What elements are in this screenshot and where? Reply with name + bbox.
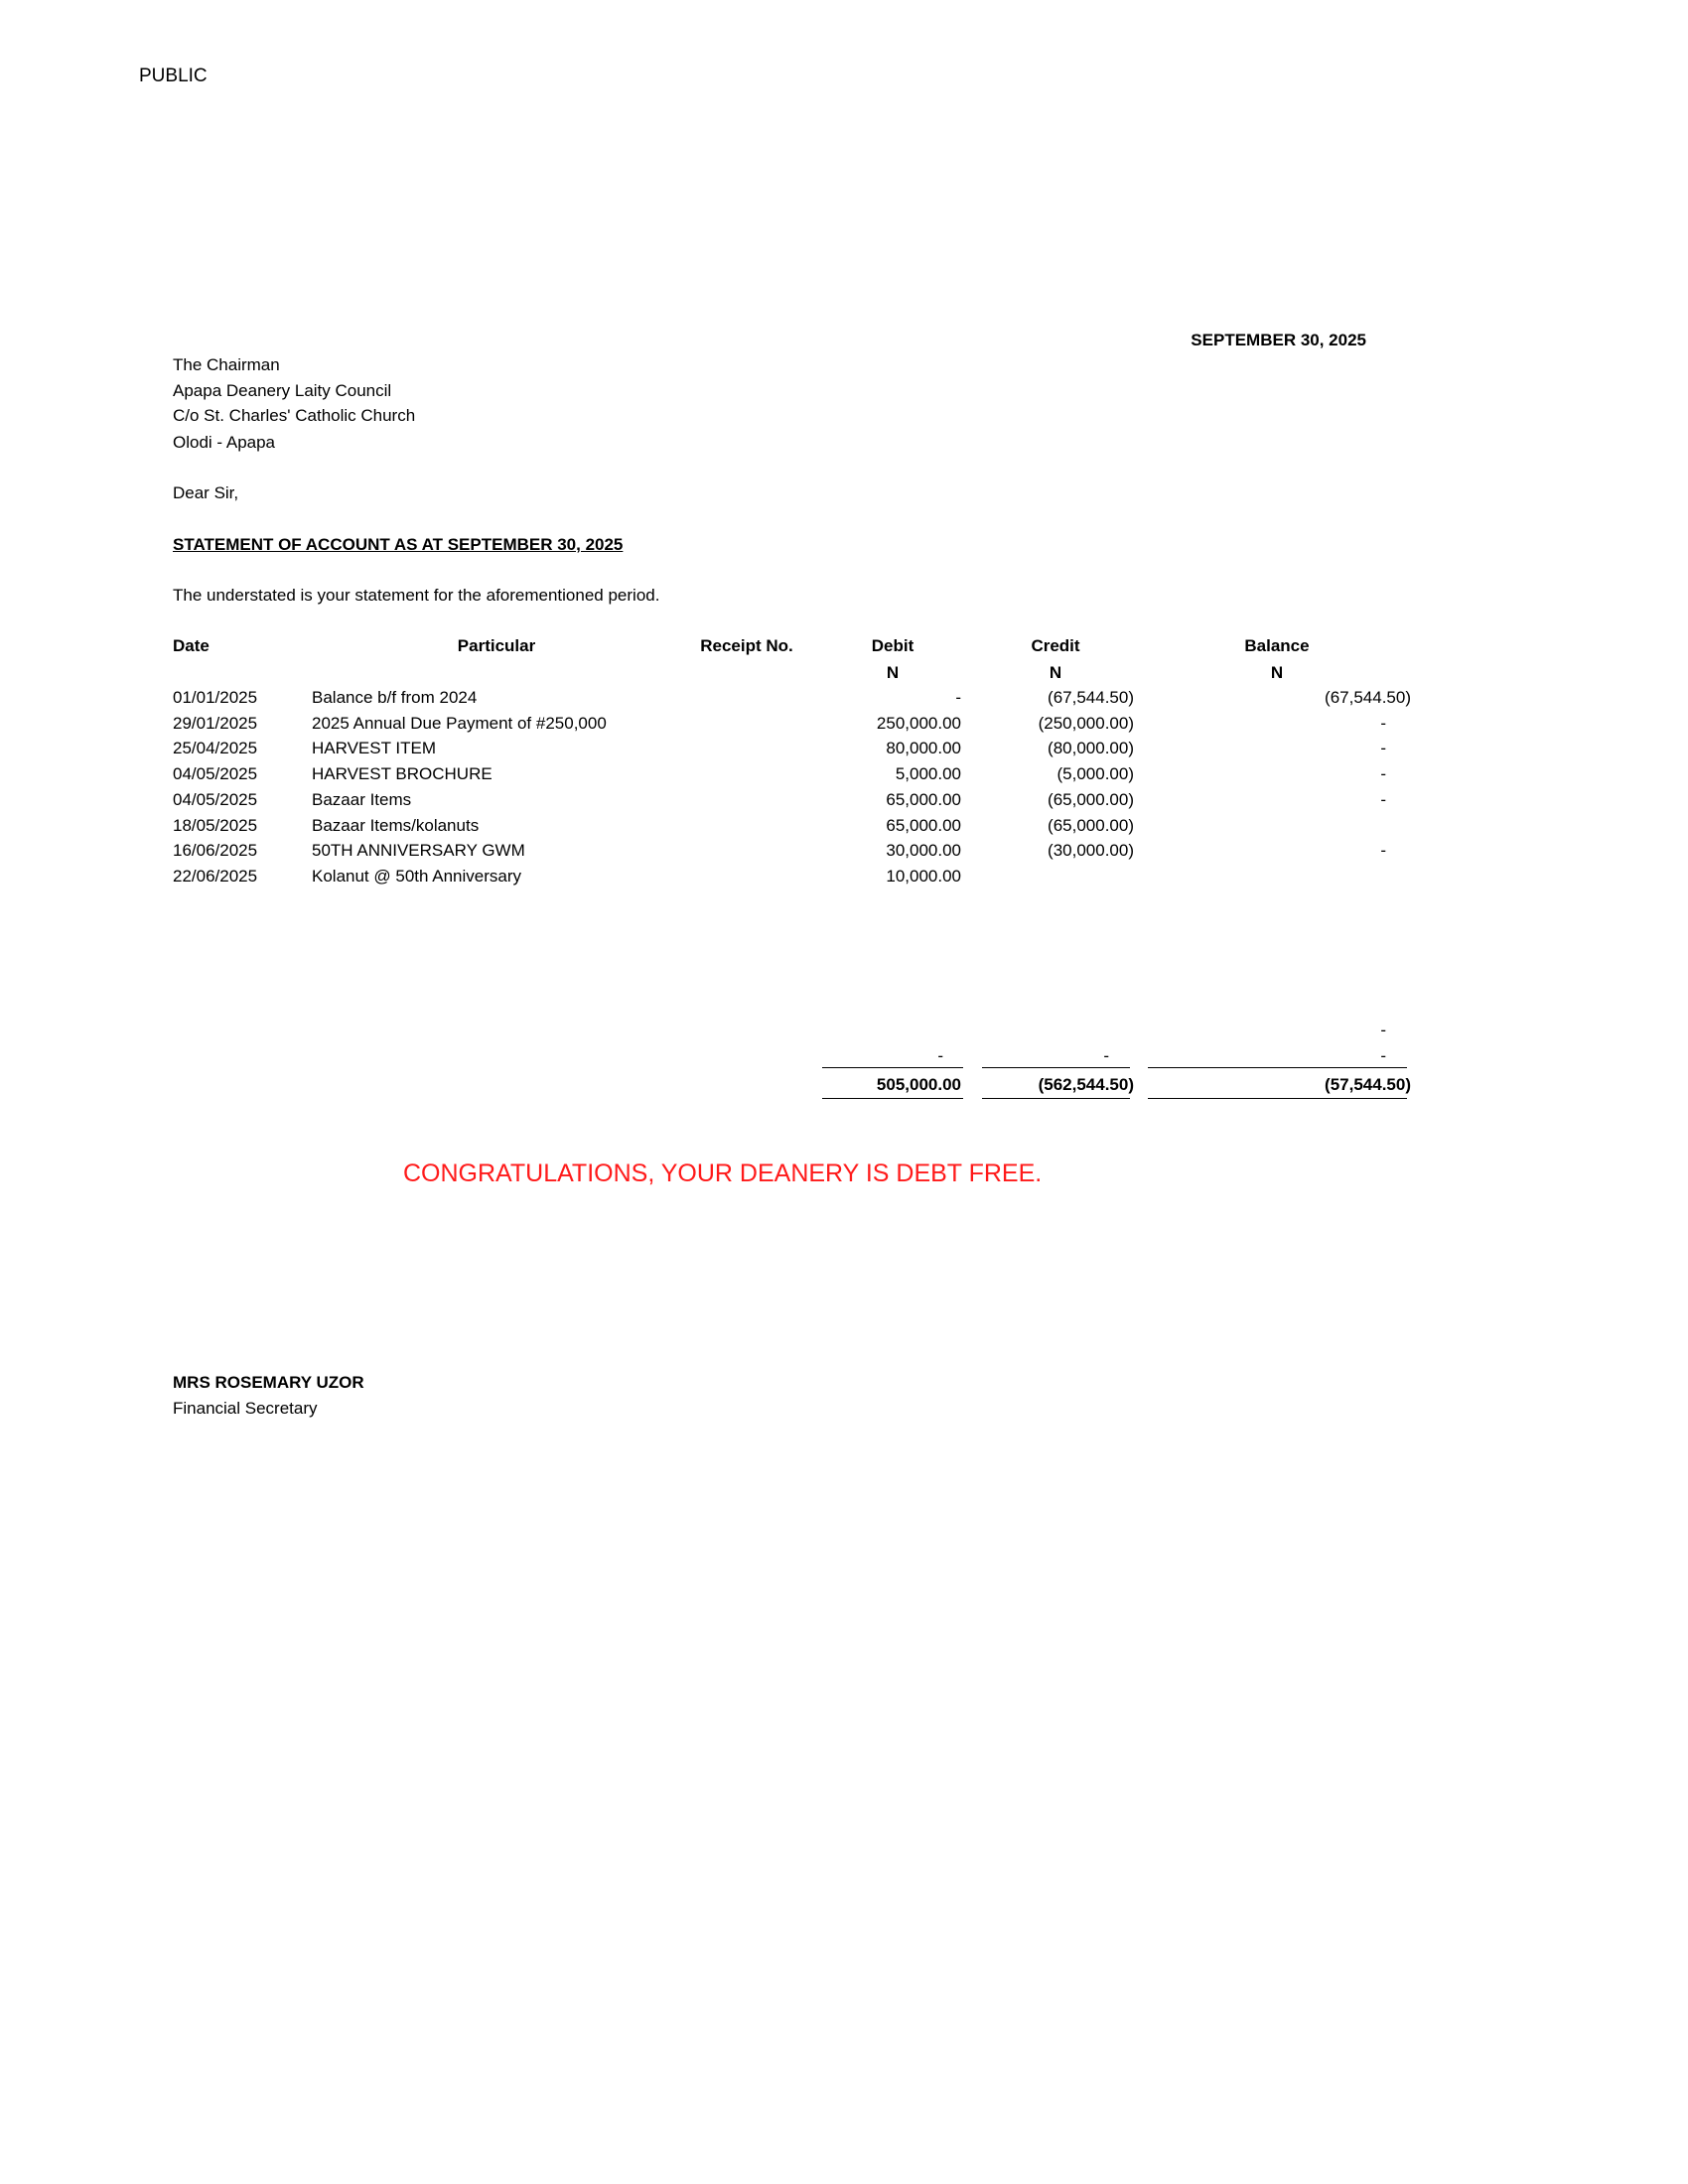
- header-credit: Credit: [1031, 636, 1080, 655]
- address-line: Olodi - Apapa: [173, 433, 276, 452]
- subject-heading: STATEMENT OF ACCOUNT AS AT SEPTEMBER 30,…: [173, 535, 624, 554]
- currency-balance: N: [1270, 663, 1284, 682]
- total-rule-top-credit: [982, 1067, 1130, 1068]
- debt-free-message: CONGRATULATIONS, YOUR DEANERY IS DEBT FR…: [403, 1160, 1043, 1187]
- cell-credit: (67,544.50): [1048, 688, 1134, 707]
- cell-debit: 80,000.00: [886, 739, 961, 758]
- total-rule-bottom-balance: [1148, 1098, 1407, 1099]
- cell-date: 22/06/2025: [173, 866, 258, 886]
- address-line: C/o St. Charles' Catholic Church: [173, 406, 416, 425]
- cell-credit: (80,000.00): [1048, 739, 1134, 758]
- subtotal-balance: -: [1380, 1046, 1386, 1065]
- cell-particular: Balance b/f from 2024: [312, 688, 478, 707]
- address-line: The Chairman: [173, 355, 280, 374]
- cell-balance: -: [1380, 713, 1386, 733]
- cell-debit: 5,000.00: [895, 764, 961, 784]
- signatory-title: Financial Secretary: [173, 1399, 318, 1418]
- header-balance: Balance: [1244, 636, 1310, 655]
- cell-particular: HARVEST ITEM: [312, 739, 437, 758]
- cell-debit: 30,000.00: [886, 841, 961, 861]
- cell-debit: -: [955, 688, 961, 707]
- cell-particular: HARVEST BROCHURE: [312, 764, 492, 784]
- subtotal-debit: -: [937, 1046, 943, 1065]
- total-rule-bottom-debit: [822, 1098, 963, 1099]
- cell-particular: 2025 Annual Due Payment of #250,000: [312, 713, 607, 733]
- total-debit: 505,000.00: [876, 1075, 961, 1094]
- currency-debit: N: [886, 663, 900, 682]
- cell-particular: 50TH ANNIVERSARY GWM: [312, 841, 525, 861]
- total-rule-top-balance: [1148, 1067, 1407, 1068]
- total-balance: (57,544.50): [1325, 1075, 1411, 1094]
- intro-text: The understated is your statement for th…: [173, 586, 660, 605]
- total-rule-top-debit: [822, 1067, 963, 1068]
- cell-particular: Kolanut @ 50th Anniversary: [312, 866, 521, 886]
- cell-date: 29/01/2025: [173, 713, 258, 733]
- cell-credit: (250,000.00): [1038, 713, 1134, 733]
- cell-date: 04/05/2025: [173, 789, 258, 809]
- cell-balance: -: [1380, 739, 1386, 758]
- classification-label: PUBLIC: [139, 66, 208, 86]
- header-receipt-no: Receipt No.: [700, 636, 793, 655]
- header-particular: Particular: [457, 636, 536, 655]
- cell-debit: 65,000.00: [886, 789, 961, 809]
- cell-date: 04/05/2025: [173, 764, 258, 784]
- cell-balance: -: [1380, 764, 1386, 784]
- cell-date: 01/01/2025: [173, 688, 258, 707]
- salutation: Dear Sir,: [173, 483, 239, 502]
- cell-debit: 65,000.00: [886, 815, 961, 835]
- cell-balance: (67,544.50): [1325, 688, 1411, 707]
- total-rule-bottom-credit: [982, 1098, 1130, 1099]
- subtotal-credit: -: [1103, 1046, 1109, 1065]
- header-debit: Debit: [871, 636, 914, 655]
- cell-balance: -: [1380, 841, 1386, 861]
- address-line: Apapa Deanery Laity Council: [173, 381, 392, 400]
- cell-date: 25/04/2025: [173, 739, 258, 758]
- letter-date: SEPTEMBER 30, 2025: [1191, 331, 1366, 349]
- header-date: Date: [173, 636, 210, 655]
- signatory-name: MRS ROSEMARY UZOR: [173, 1373, 364, 1392]
- cell-date: 18/05/2025: [173, 815, 258, 835]
- cell-credit: (65,000.00): [1048, 815, 1134, 835]
- cell-date: 16/06/2025: [173, 841, 258, 861]
- cell-credit: (5,000.00): [1056, 764, 1135, 784]
- cell-debit: 250,000.00: [876, 713, 961, 733]
- total-credit: (562,544.50): [1038, 1075, 1134, 1094]
- cell-debit: 10,000.00: [886, 866, 961, 886]
- extra-balance-dash: -: [1380, 1021, 1386, 1039]
- cell-credit: (30,000.00): [1048, 841, 1134, 861]
- cell-balance: -: [1380, 789, 1386, 809]
- cell-particular: Bazaar Items: [312, 789, 412, 809]
- cell-credit: (65,000.00): [1048, 789, 1134, 809]
- currency-credit: N: [1049, 663, 1062, 682]
- cell-particular: Bazaar Items/kolanuts: [312, 815, 480, 835]
